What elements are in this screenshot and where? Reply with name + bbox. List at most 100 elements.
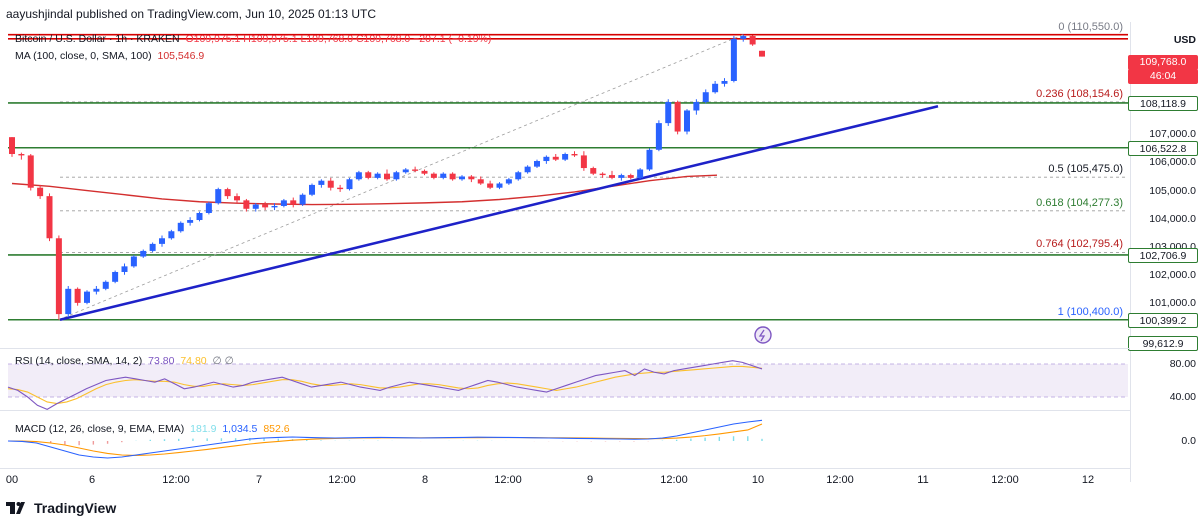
pane-separator[interactable] — [0, 348, 1130, 349]
price-tick-label: 104,000.0 — [1149, 212, 1196, 225]
rsi-tick-label: 40.00 — [1169, 391, 1196, 403]
rsi-extras: ∅ ∅ — [212, 355, 234, 367]
candle-body — [599, 173, 606, 176]
candle-body — [637, 169, 644, 178]
rsi-value: 73.80 — [148, 355, 175, 367]
candle-body — [37, 187, 44, 197]
rsi-ma-value: 74.80 — [180, 355, 207, 367]
candle-body — [496, 183, 503, 188]
candle-body — [65, 288, 72, 315]
lightning-bolt-icon — [758, 329, 766, 342]
candle-body — [749, 36, 756, 45]
price-tick-label: 105,000.0 — [1149, 184, 1196, 197]
fib-level-label: 0 (110,550.0) — [1058, 20, 1123, 33]
candle-body — [421, 170, 428, 174]
countdown-badge: 46:04 — [1128, 69, 1198, 84]
level-price-badge: 100,399.2 — [1128, 312, 1198, 328]
legend-main: Bitcoin / U.S. Dollar · 1h · KRAKEN O109… — [15, 33, 494, 45]
pane-separator[interactable] — [0, 468, 1130, 469]
candle-body — [121, 266, 128, 272]
candle-body — [430, 173, 437, 178]
time-tick-label: 6 — [88, 474, 96, 486]
candle-body — [402, 169, 409, 173]
candle-body — [271, 205, 278, 208]
candle-body — [215, 189, 222, 204]
candle-body — [627, 175, 634, 178]
candle-body — [196, 212, 203, 221]
candle-body — [327, 180, 334, 188]
candle-body — [159, 238, 165, 244]
time-tick-label: 9 — [586, 474, 594, 486]
candle-body — [102, 281, 109, 289]
candle-body — [318, 180, 325, 185]
pane-separator[interactable] — [0, 410, 1130, 411]
candle-body — [562, 154, 569, 160]
candle-body — [412, 169, 419, 171]
candle-body — [168, 231, 175, 239]
candle-body — [252, 204, 259, 209]
candle-body — [655, 123, 662, 150]
candle-body — [609, 175, 615, 178]
candle-body — [84, 291, 90, 303]
candle-body — [515, 172, 522, 180]
candle-body — [177, 222, 184, 232]
time-tick-label: 12:00 — [826, 474, 854, 486]
legend-ohlc: O109,975.1 H109,975.1 L109,768.0 C109,76… — [185, 33, 492, 45]
candle-body — [552, 156, 559, 160]
candle-body — [346, 179, 353, 190]
rsi-label[interactable]: RSI (14, close, SMA, 14, 2) — [15, 355, 143, 367]
candle-body — [665, 102, 672, 124]
candle-body — [149, 243, 156, 251]
candle-body — [290, 200, 297, 205]
ma-value: 105,546.9 — [157, 50, 205, 62]
macd-hist-value: 181.9 — [190, 423, 217, 435]
candle-body — [309, 184, 315, 195]
candle-body — [477, 179, 484, 184]
macd-label[interactable]: MACD (12, 26, close, 9, EMA, EMA) — [15, 423, 185, 435]
candle-body — [487, 183, 494, 188]
candle-body — [74, 288, 81, 303]
time-tick-label: 12:00 — [660, 474, 688, 486]
currency-label[interactable]: USD — [1173, 34, 1196, 46]
time-tick-label: 10 — [751, 474, 765, 486]
candle-body — [112, 271, 119, 282]
time-tick-label: 12:00 — [162, 474, 190, 486]
candle-body — [721, 80, 728, 84]
time-tick-label: 12:00 — [494, 474, 522, 486]
published-by: aayushjindal published on TradingView.co… — [6, 7, 377, 21]
candle-body — [468, 176, 475, 180]
macd-signal-value: 852.6 — [263, 423, 290, 435]
fib-level-label: 0.5 (105,475.0) — [1048, 163, 1123, 176]
rsi-tick-label: 80.00 — [1169, 358, 1196, 370]
candle-body — [355, 172, 362, 180]
candle-body — [205, 203, 212, 213]
macd-tick-label: 0.0 — [1181, 435, 1196, 447]
legend-ma: MA (100, close, 0, SMA, 100) 105,546.9 — [15, 50, 207, 62]
candle-body — [730, 38, 737, 81]
candle-body — [243, 200, 250, 209]
time-tick-label: 12:00 — [328, 474, 356, 486]
legend-rsi: RSI (14, close, SMA, 14, 2) 73.80 74.80 … — [15, 355, 237, 367]
candle-body — [534, 161, 540, 167]
level-price-badge: 106,522.8 — [1128, 140, 1198, 156]
legend-symbol[interactable]: Bitcoin / U.S. Dollar · 1h · KRAKEN — [15, 33, 180, 45]
macd-line — [7, 419, 763, 459]
candle-body — [337, 187, 344, 190]
candle-body — [140, 250, 147, 257]
price-tick-label: 106,000.0 — [1149, 156, 1196, 169]
tradingview-logo-icon — [6, 502, 25, 514]
candle-body — [618, 175, 625, 178]
candle-body — [571, 154, 578, 156]
candle-body — [18, 154, 25, 156]
level-price-badge: 102,706.9 — [1128, 247, 1198, 263]
ma-label[interactable]: MA (100, close, 0, SMA, 100) — [15, 50, 152, 62]
footer-brand[interactable]: TradingView — [6, 500, 116, 516]
fib-level-label: 0.236 (108,154.6) — [1036, 87, 1123, 100]
fib-level-label: 0.764 (102,795.4) — [1036, 238, 1123, 251]
level-price-badge: 108,118.9 — [1128, 95, 1198, 111]
candle-body — [524, 166, 531, 173]
candle-body — [46, 196, 53, 239]
ma100-line — [11, 174, 718, 206]
candle-body — [646, 149, 653, 170]
